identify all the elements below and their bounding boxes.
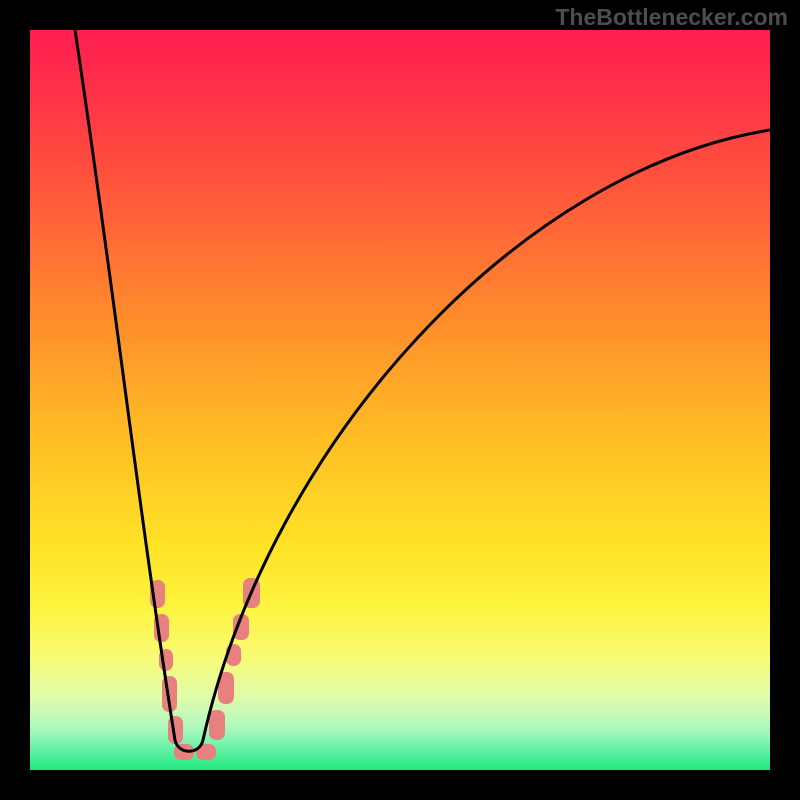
- data-marker: [209, 710, 225, 740]
- bottleneck-chart: [0, 0, 800, 800]
- watermark-text: TheBottlenecker.com: [555, 4, 788, 31]
- chart-container: TheBottlenecker.com: [0, 0, 800, 800]
- gradient-background: [30, 30, 770, 770]
